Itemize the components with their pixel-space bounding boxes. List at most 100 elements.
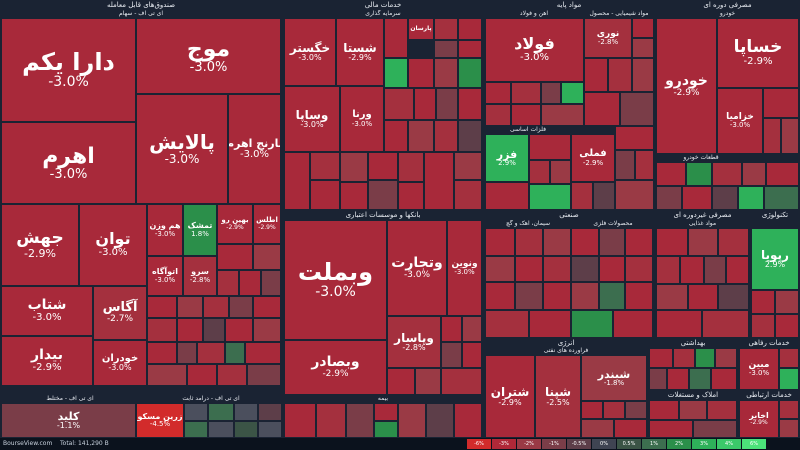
legend-swatch: 4% [717,439,741,449]
small-tiles [632,18,654,58]
tile-varna[interactable]: ورنا -3.0% [340,86,384,152]
tile-ahrom[interactable]: اهرم -3.0% [1,122,136,204]
tile-label: تمشک [187,221,213,231]
tile-tameshk[interactable]: تمشک 1.8% [183,204,217,256]
tile-label: بهین رو [221,216,249,225]
total-value: Total: 141,290 B [60,440,109,447]
small-tiles [529,134,571,210]
tile-shebandar[interactable]: شبندر -1.8% [581,355,647,401]
small-tiles [779,348,799,390]
small-tiles [147,296,281,386]
tile-label: هم وزن [149,221,181,231]
sector-technology: تکنولوژی رپویا 2.9% [750,210,800,338]
legend-swatch: -1% [542,439,566,449]
sector-etf: صندوق‌های قابل معامله ای تی اف - سهام دا… [0,0,282,395]
tile-label: وپاسار [394,330,434,345]
tile-shepna[interactable]: شپنا -2.5% [535,355,581,438]
tile-vabsader[interactable]: وبصادر -2.9% [284,340,387,395]
tile-otoagah[interactable]: اتوآگاه -3.0% [147,256,183,296]
tile-label: موج [186,36,231,62]
sector-title: مصرفی غیردوره ای [673,211,732,219]
small-tiles [649,400,737,438]
tile-hamvazn[interactable]: هم وزن -3.0% [147,204,183,256]
tile-bidar[interactable]: بیدار -2.9% [1,336,93,386]
small-tiles [217,244,281,296]
tile-khasapa[interactable]: خساپا -2.9% [717,18,799,88]
tile-sarv[interactable]: سرو -2.8% [183,256,217,296]
sector-consumer-noncyclical: مصرفی غیردوره ای مواد غذایی [655,210,750,338]
tile-akhaber[interactable]: اخابر -2.9% [739,400,779,438]
tile-atlas[interactable]: اطلس -2.9% [253,204,281,244]
small-tiles [384,18,482,152]
tile-percent: 1.8% [191,229,209,238]
tile-label: مبین [748,359,770,370]
tile-label: بیدار [31,347,63,364]
tile-vapasar[interactable]: وپاسار -2.8% [387,316,441,368]
tile-label: وبصادر [311,354,360,371]
tile-mowj[interactable]: موج -3.0% [136,18,281,94]
tile-vabmellat[interactable]: وبملت -3.0% [284,220,387,340]
tile-rapoya[interactable]: رپویا 2.9% [751,228,799,290]
small-tiles [649,348,737,390]
tile-kelid[interactable]: کلید -1.1% [1,403,136,438]
tile-label: شستا [343,40,377,55]
tile-label: وبملت [297,258,374,287]
tile-vanovin[interactable]: ونوین -3.0% [447,220,482,316]
tile-nouri[interactable]: نوری -2.8% [584,18,632,58]
legend-swatch: -0.5% [567,439,591,449]
tile-agas[interactable]: آگاس -2.7% [93,286,147,340]
tile-label: توان [95,229,131,249]
tile-percent: -3.0% [298,53,322,63]
tile-foolad[interactable]: فولاد -3.0% [485,18,584,82]
tile-palayesh[interactable]: پالایش -3.0% [136,94,228,204]
subsector-title: محصولات فلزی [593,220,633,227]
tile-parsan[interactable]: پارسان [408,18,434,40]
small-tiles [656,162,799,210]
tile-label: فولاد [514,34,555,54]
small-tiles [615,126,654,210]
tile-label: اهرم [42,143,95,169]
tile-percent: -3.0% [154,275,176,284]
tile-shetran[interactable]: شتران -2.9% [485,355,535,438]
tile-khodran[interactable]: خودران -3.0% [93,340,147,386]
tile-percent: -3.0% [729,121,751,130]
tile-percent: -2.7% [106,314,134,325]
tile-label: پارسان [410,24,432,32]
tile-label: فملی [579,148,607,160]
tile-shasta[interactable]: شستا -2.9% [336,18,384,86]
tile-label: دارا یکم [22,48,115,77]
subsector-title: ای تی اف - درآمد ثابت [182,395,240,402]
tile-naranj-ahrom[interactable]: نارنج اهرم -3.0% [228,94,281,204]
tile-khegstar[interactable]: خگستر -3.0% [284,18,336,86]
sector-title: بهداشتی [680,339,706,347]
sector-industrial: صنعتی سیمان، آهک و گچ محصولات فلزی [484,210,654,338]
sector-title: صنعتی [559,211,579,219]
subsector-title: مواد شیمیایی - محصول [589,10,649,17]
sector-title: تکنولوژی [761,211,789,219]
tile-shetab[interactable]: شتاب -3.0% [1,286,93,336]
tile-dara-yekom[interactable]: دارا یکم -3.0% [1,18,136,122]
tile-label: خگستر [289,40,331,55]
tile-vatejarat[interactable]: وتجارت -3.0% [387,220,447,316]
tile-label: شتران [490,385,530,399]
tile-vasapa[interactable]: وساپا -3.0% [284,86,340,152]
tile-label: جهش [16,228,64,249]
tile-tavan[interactable]: توان -3.0% [79,204,147,286]
sector-title: خدمات ارتباطی [746,391,792,399]
tile-behinro[interactable]: بهین رو -2.9% [217,204,253,244]
tile-percent: -2.9% [24,247,56,261]
color-legend: -6% -3% -2% -1% -0.5% 0% 0.5% 1% 2% 3% 4… [467,439,767,449]
subsector-title: فراورده های نفتی [543,347,589,354]
tile-fazar[interactable]: فزر 2.9% [485,134,529,182]
sector-consumer-cyclical: مصرفی دوره ای خودرو خساپا -2.9% خودرو -2… [655,0,800,210]
tile-percent: -2.9% [498,397,522,407]
tile-jahesh[interactable]: جهش -2.9% [1,204,79,286]
tile-khodro[interactable]: خودرو -2.9% [656,18,717,154]
subsector-title: سرمایه گذاری [365,10,401,17]
tile-famli[interactable]: فملی -2.9% [571,134,615,182]
tile-mobin[interactable]: مبین -3.0% [739,348,779,390]
tile-khazamia[interactable]: خزامیا -3.0% [717,88,763,154]
tile-zarrin-mesko[interactable]: زرین مسکو -4.5% [136,403,184,438]
tile-percent: -2.9% [226,223,244,231]
brand-link[interactable]: BourseView.com [3,440,53,447]
